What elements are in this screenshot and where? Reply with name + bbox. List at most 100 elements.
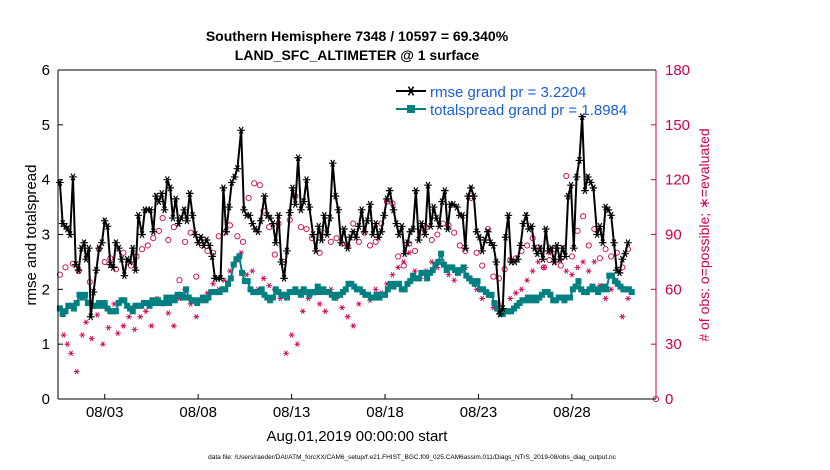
x-tick-label: 08/08	[179, 404, 217, 421]
totalspread-point	[438, 250, 445, 257]
x-tick-label: 08/18	[366, 404, 404, 421]
y2-tick-label: 90	[665, 227, 682, 244]
x-axis: 08/03 08/08 08/13 08/18 08/23 08/28	[86, 394, 591, 421]
obs-possible-point	[170, 224, 177, 231]
totalspread-point	[342, 286, 349, 293]
totalspread-point	[384, 286, 391, 293]
totalspread-point	[572, 283, 579, 290]
obs-possible-point	[451, 229, 458, 236]
obs-possible-point	[546, 257, 553, 264]
obs-possible-point	[596, 255, 603, 262]
totalspread-point	[183, 286, 190, 293]
totalspread-point	[567, 294, 574, 301]
obs-possible-point	[372, 238, 379, 245]
totalspread-point	[73, 300, 80, 307]
totalspread-point	[70, 305, 77, 312]
totalspread-point	[101, 300, 108, 307]
totalspread-point	[314, 283, 321, 290]
totalspread-point	[424, 275, 431, 282]
obs-possible-point	[234, 233, 241, 240]
y2-tick-label: 60	[665, 281, 682, 298]
totalspread-point	[547, 291, 554, 298]
obs-possible-point	[327, 238, 334, 245]
obs-possible-point	[602, 246, 609, 253]
obs-possible-point	[155, 227, 162, 234]
footer-data-file: data file: /Users/raeder/DAI/ATM_forcXX/…	[208, 454, 617, 461]
totalspread-point	[146, 302, 153, 309]
totalspread-point	[227, 275, 234, 282]
totalspread-point	[121, 297, 128, 304]
obs-possible-point	[112, 266, 119, 273]
y-tick-label: 1	[42, 336, 50, 353]
obs-possible-point	[367, 242, 374, 249]
obs-possible-point	[350, 220, 357, 227]
obs-possible-point	[193, 273, 200, 280]
totalspread-point	[460, 264, 467, 271]
obs-possible-point	[400, 262, 407, 269]
y-tick-label: 3	[42, 227, 50, 244]
x-axis-label: Aug.01,2019 00:00:00 start	[267, 428, 449, 445]
obs-possible-point	[563, 172, 570, 180]
obs-possible-point	[101, 258, 108, 265]
obs-possible-point	[608, 253, 615, 260]
legend-spread-label: totalspread grand pr = 1.8984	[430, 102, 627, 119]
totalspread-point	[407, 278, 414, 285]
obs-possible-point	[144, 242, 151, 249]
obs-possible-point	[251, 180, 258, 187]
totalspread-point	[440, 261, 447, 268]
totalspread-point	[575, 278, 582, 285]
obs-possible-point	[266, 224, 273, 231]
obs-possible-point	[297, 224, 304, 231]
obs-possible-point	[159, 214, 166, 222]
totalspread-point	[396, 280, 403, 287]
totalspread-point	[56, 305, 63, 312]
obs-possible-point	[333, 235, 340, 242]
obs-possible-point	[139, 246, 146, 253]
totalspread-point	[225, 280, 232, 287]
obs-possible-point	[165, 236, 172, 244]
obs-possible-point	[176, 277, 183, 284]
legend-spread-marker	[407, 105, 415, 113]
y-tick-label: 4	[42, 172, 50, 189]
totalspread-point	[222, 286, 229, 293]
totalspread-point	[171, 297, 178, 304]
x-tick-label: 08/13	[273, 404, 311, 421]
totalspread-point	[429, 267, 436, 274]
obs-possible-point	[355, 238, 362, 245]
legend-rmse-label: rmse grand pr = 3.2204	[430, 84, 586, 101]
obs-possible-point	[56, 271, 63, 278]
x-tick-label: 08/03	[86, 404, 124, 421]
totalspread-point	[609, 272, 616, 279]
totalspread-point	[628, 289, 635, 296]
legend: rmse grand pr = 3.2204 totalspread grand…	[396, 84, 627, 119]
chart-title: Southern Hemisphere 7348 / 10597 = 69.34…	[206, 28, 509, 44]
obs-possible-point	[490, 273, 497, 280]
y2-tick-label: 120	[665, 172, 690, 189]
obs-possible-point	[271, 251, 278, 258]
y-tick-label: 2	[42, 281, 50, 298]
y2-tick-label: 180	[665, 62, 690, 79]
totalspread-point	[297, 291, 304, 298]
obs-possible-point	[479, 262, 486, 269]
totalspread-point	[401, 286, 408, 293]
totalspread-point	[283, 294, 290, 301]
totalspread-point	[163, 294, 170, 301]
totalspread-series	[56, 250, 635, 318]
chart-subtitle: LAND_SFC_ALTIMETER @ 1 surface	[235, 47, 480, 63]
rmse-series	[55, 112, 633, 321]
obs-possible-point	[187, 229, 194, 236]
y-tick-label: 0	[42, 391, 50, 408]
y2-tick-label: 30	[665, 336, 682, 353]
y-tick-label: 5	[42, 117, 50, 134]
obs-possible-point	[434, 231, 441, 238]
obs-possible-point	[473, 249, 480, 256]
totalspread-point	[435, 258, 442, 265]
totalspread-point	[112, 308, 119, 315]
totalspread-point	[269, 294, 276, 301]
totalspread-point	[236, 253, 243, 260]
totalspread-point	[382, 291, 389, 298]
obs-possible-point	[568, 253, 575, 260]
obs-possible-point	[524, 242, 531, 249]
totalspread-point	[488, 291, 495, 298]
